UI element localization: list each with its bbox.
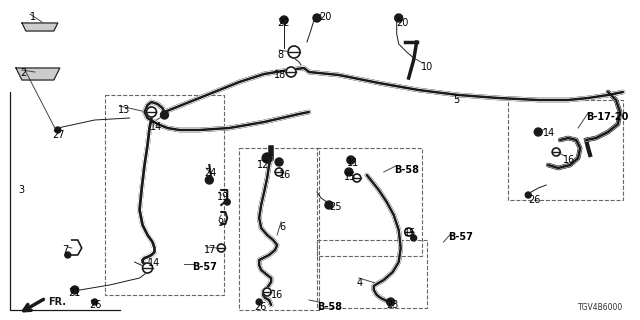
Text: B-17-20: B-17-20 <box>586 112 628 122</box>
Text: 16: 16 <box>279 170 291 180</box>
Circle shape <box>313 14 321 22</box>
Text: 15: 15 <box>344 172 356 182</box>
Text: 2: 2 <box>20 68 26 78</box>
Circle shape <box>92 299 98 305</box>
Text: 14: 14 <box>150 122 162 132</box>
Text: 5: 5 <box>454 95 460 105</box>
Text: B-58: B-58 <box>317 302 342 312</box>
Circle shape <box>71 286 79 294</box>
Text: 20: 20 <box>397 18 409 28</box>
Circle shape <box>263 288 271 296</box>
Bar <box>317 240 427 308</box>
Circle shape <box>347 156 355 164</box>
Circle shape <box>161 111 168 119</box>
Text: 18: 18 <box>274 70 286 80</box>
Text: 20: 20 <box>319 12 332 22</box>
Text: 12: 12 <box>257 160 269 170</box>
Text: 7: 7 <box>62 245 68 255</box>
Circle shape <box>143 263 152 273</box>
Text: 11: 11 <box>347 158 359 168</box>
Circle shape <box>275 168 283 176</box>
Text: 16: 16 <box>563 155 575 165</box>
Circle shape <box>288 46 300 58</box>
Circle shape <box>65 252 71 258</box>
Circle shape <box>286 67 296 77</box>
Text: 27: 27 <box>52 130 65 140</box>
Circle shape <box>552 148 560 156</box>
Text: 17: 17 <box>204 245 217 255</box>
Circle shape <box>353 174 361 182</box>
Text: 14: 14 <box>148 258 160 268</box>
Bar <box>317 148 422 256</box>
Circle shape <box>218 244 225 252</box>
Text: 1: 1 <box>30 12 36 22</box>
Text: FR.: FR. <box>48 297 66 307</box>
Circle shape <box>280 16 288 24</box>
Circle shape <box>205 176 213 184</box>
Circle shape <box>411 235 417 241</box>
Polygon shape <box>16 68 60 80</box>
Text: 21: 21 <box>68 288 80 298</box>
Circle shape <box>325 201 333 209</box>
Bar <box>508 100 623 200</box>
Text: 8: 8 <box>277 50 284 60</box>
Text: 23: 23 <box>387 300 399 310</box>
Text: B-57: B-57 <box>449 232 474 242</box>
Text: 25: 25 <box>329 202 341 212</box>
Text: 15: 15 <box>404 228 416 238</box>
Text: 3: 3 <box>18 185 24 195</box>
Text: TGV4B6000: TGV4B6000 <box>578 303 623 312</box>
Text: 9: 9 <box>218 218 223 228</box>
Text: 26: 26 <box>254 302 266 312</box>
Text: 4: 4 <box>357 278 363 288</box>
Text: 16: 16 <box>271 290 284 300</box>
Text: 6: 6 <box>279 222 285 232</box>
Polygon shape <box>22 23 58 31</box>
Circle shape <box>387 298 395 306</box>
Circle shape <box>525 192 531 198</box>
Text: 24: 24 <box>204 168 217 178</box>
Text: 19: 19 <box>218 192 230 202</box>
Text: 26: 26 <box>90 300 102 310</box>
Circle shape <box>534 128 542 136</box>
Circle shape <box>262 153 272 163</box>
Circle shape <box>256 299 262 305</box>
Circle shape <box>275 158 283 166</box>
Text: 26: 26 <box>528 195 541 205</box>
Text: 14: 14 <box>543 128 556 138</box>
Text: 10: 10 <box>420 62 433 72</box>
Text: 22: 22 <box>277 18 289 28</box>
Text: B-58: B-58 <box>394 165 419 175</box>
Circle shape <box>345 168 353 176</box>
Circle shape <box>404 228 413 236</box>
Bar <box>239 148 319 310</box>
Circle shape <box>55 127 61 133</box>
Text: B-57: B-57 <box>193 262 217 272</box>
Circle shape <box>224 199 230 205</box>
Text: 13: 13 <box>118 105 130 115</box>
Bar <box>105 95 224 295</box>
Circle shape <box>147 107 157 117</box>
Circle shape <box>395 14 403 22</box>
